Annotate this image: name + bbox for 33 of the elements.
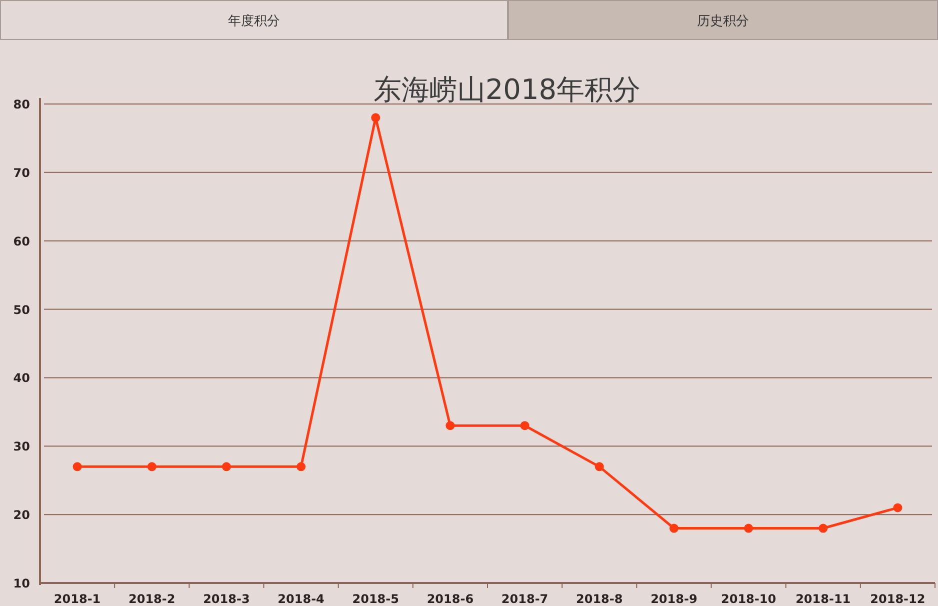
point	[371, 113, 380, 122]
point	[818, 524, 828, 533]
x-tick-label: 2018-9	[650, 592, 698, 606]
point	[669, 524, 678, 533]
point	[520, 421, 530, 430]
x-tick-label: 2018-1	[54, 592, 101, 606]
y-tick-label: 20	[13, 508, 30, 522]
point	[147, 462, 156, 472]
x-tick-label: 2018-6	[426, 592, 474, 606]
y-tick-label: 30	[13, 440, 30, 454]
x-tick-label: 2018-2	[128, 592, 176, 606]
y-tick-label: 70	[13, 166, 30, 180]
point	[446, 421, 455, 430]
point	[296, 462, 306, 472]
y-tick-label: 60	[13, 234, 30, 248]
y-tick-label: 10	[13, 576, 30, 590]
x-tick-label: 2018-7	[501, 592, 548, 606]
x-tick-label: 2018-8	[576, 592, 623, 606]
x-tick-label: 2018-11	[796, 592, 851, 606]
y-tick-label: 80	[13, 98, 30, 112]
point	[893, 503, 902, 512]
x-tick-label: 2018-5	[352, 592, 399, 606]
point	[72, 462, 82, 472]
point	[594, 462, 604, 472]
point	[222, 462, 231, 472]
x-tick-label: 2018-12	[870, 592, 926, 606]
x-tick-label: 2018-10	[721, 592, 776, 606]
point	[744, 524, 754, 533]
x-tick-label: 2018-3	[203, 592, 250, 606]
y-tick-label: 50	[13, 302, 30, 317]
x-tick-label: 2018-4	[278, 592, 324, 606]
chart-title: 东海崂山2018年积分	[373, 73, 641, 106]
y-tick-label: 40	[13, 371, 30, 386]
